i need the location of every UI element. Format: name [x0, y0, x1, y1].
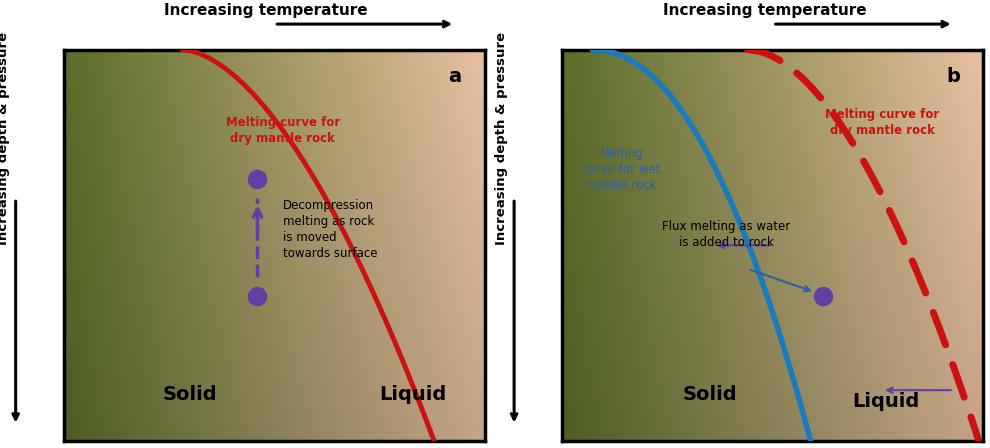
Text: Increasing depth & pressure: Increasing depth & pressure — [0, 32, 10, 246]
Text: Melting
curve for wet
mantle rock: Melting curve for wet mantle rock — [582, 147, 660, 193]
Text: Solid: Solid — [163, 384, 218, 404]
Text: Melting curve for
dry mantle rock: Melting curve for dry mantle rock — [825, 108, 940, 137]
Text: a: a — [448, 68, 461, 86]
Text: Liquid: Liquid — [852, 392, 920, 411]
Text: Increasing temperature: Increasing temperature — [662, 3, 866, 18]
Text: Solid: Solid — [682, 384, 737, 404]
Text: Increasing depth & pressure: Increasing depth & pressure — [495, 32, 508, 246]
Text: Flux melting as water
is added to rock: Flux melting as water is added to rock — [662, 220, 791, 249]
Text: Increasing temperature: Increasing temperature — [164, 3, 367, 18]
Text: Melting curve for
dry mantle rock: Melting curve for dry mantle rock — [226, 116, 340, 145]
Text: Liquid: Liquid — [379, 384, 446, 404]
Text: b: b — [946, 68, 960, 86]
Text: Decompression
melting as rock
is moved
towards surface: Decompression melting as rock is moved t… — [283, 199, 377, 260]
